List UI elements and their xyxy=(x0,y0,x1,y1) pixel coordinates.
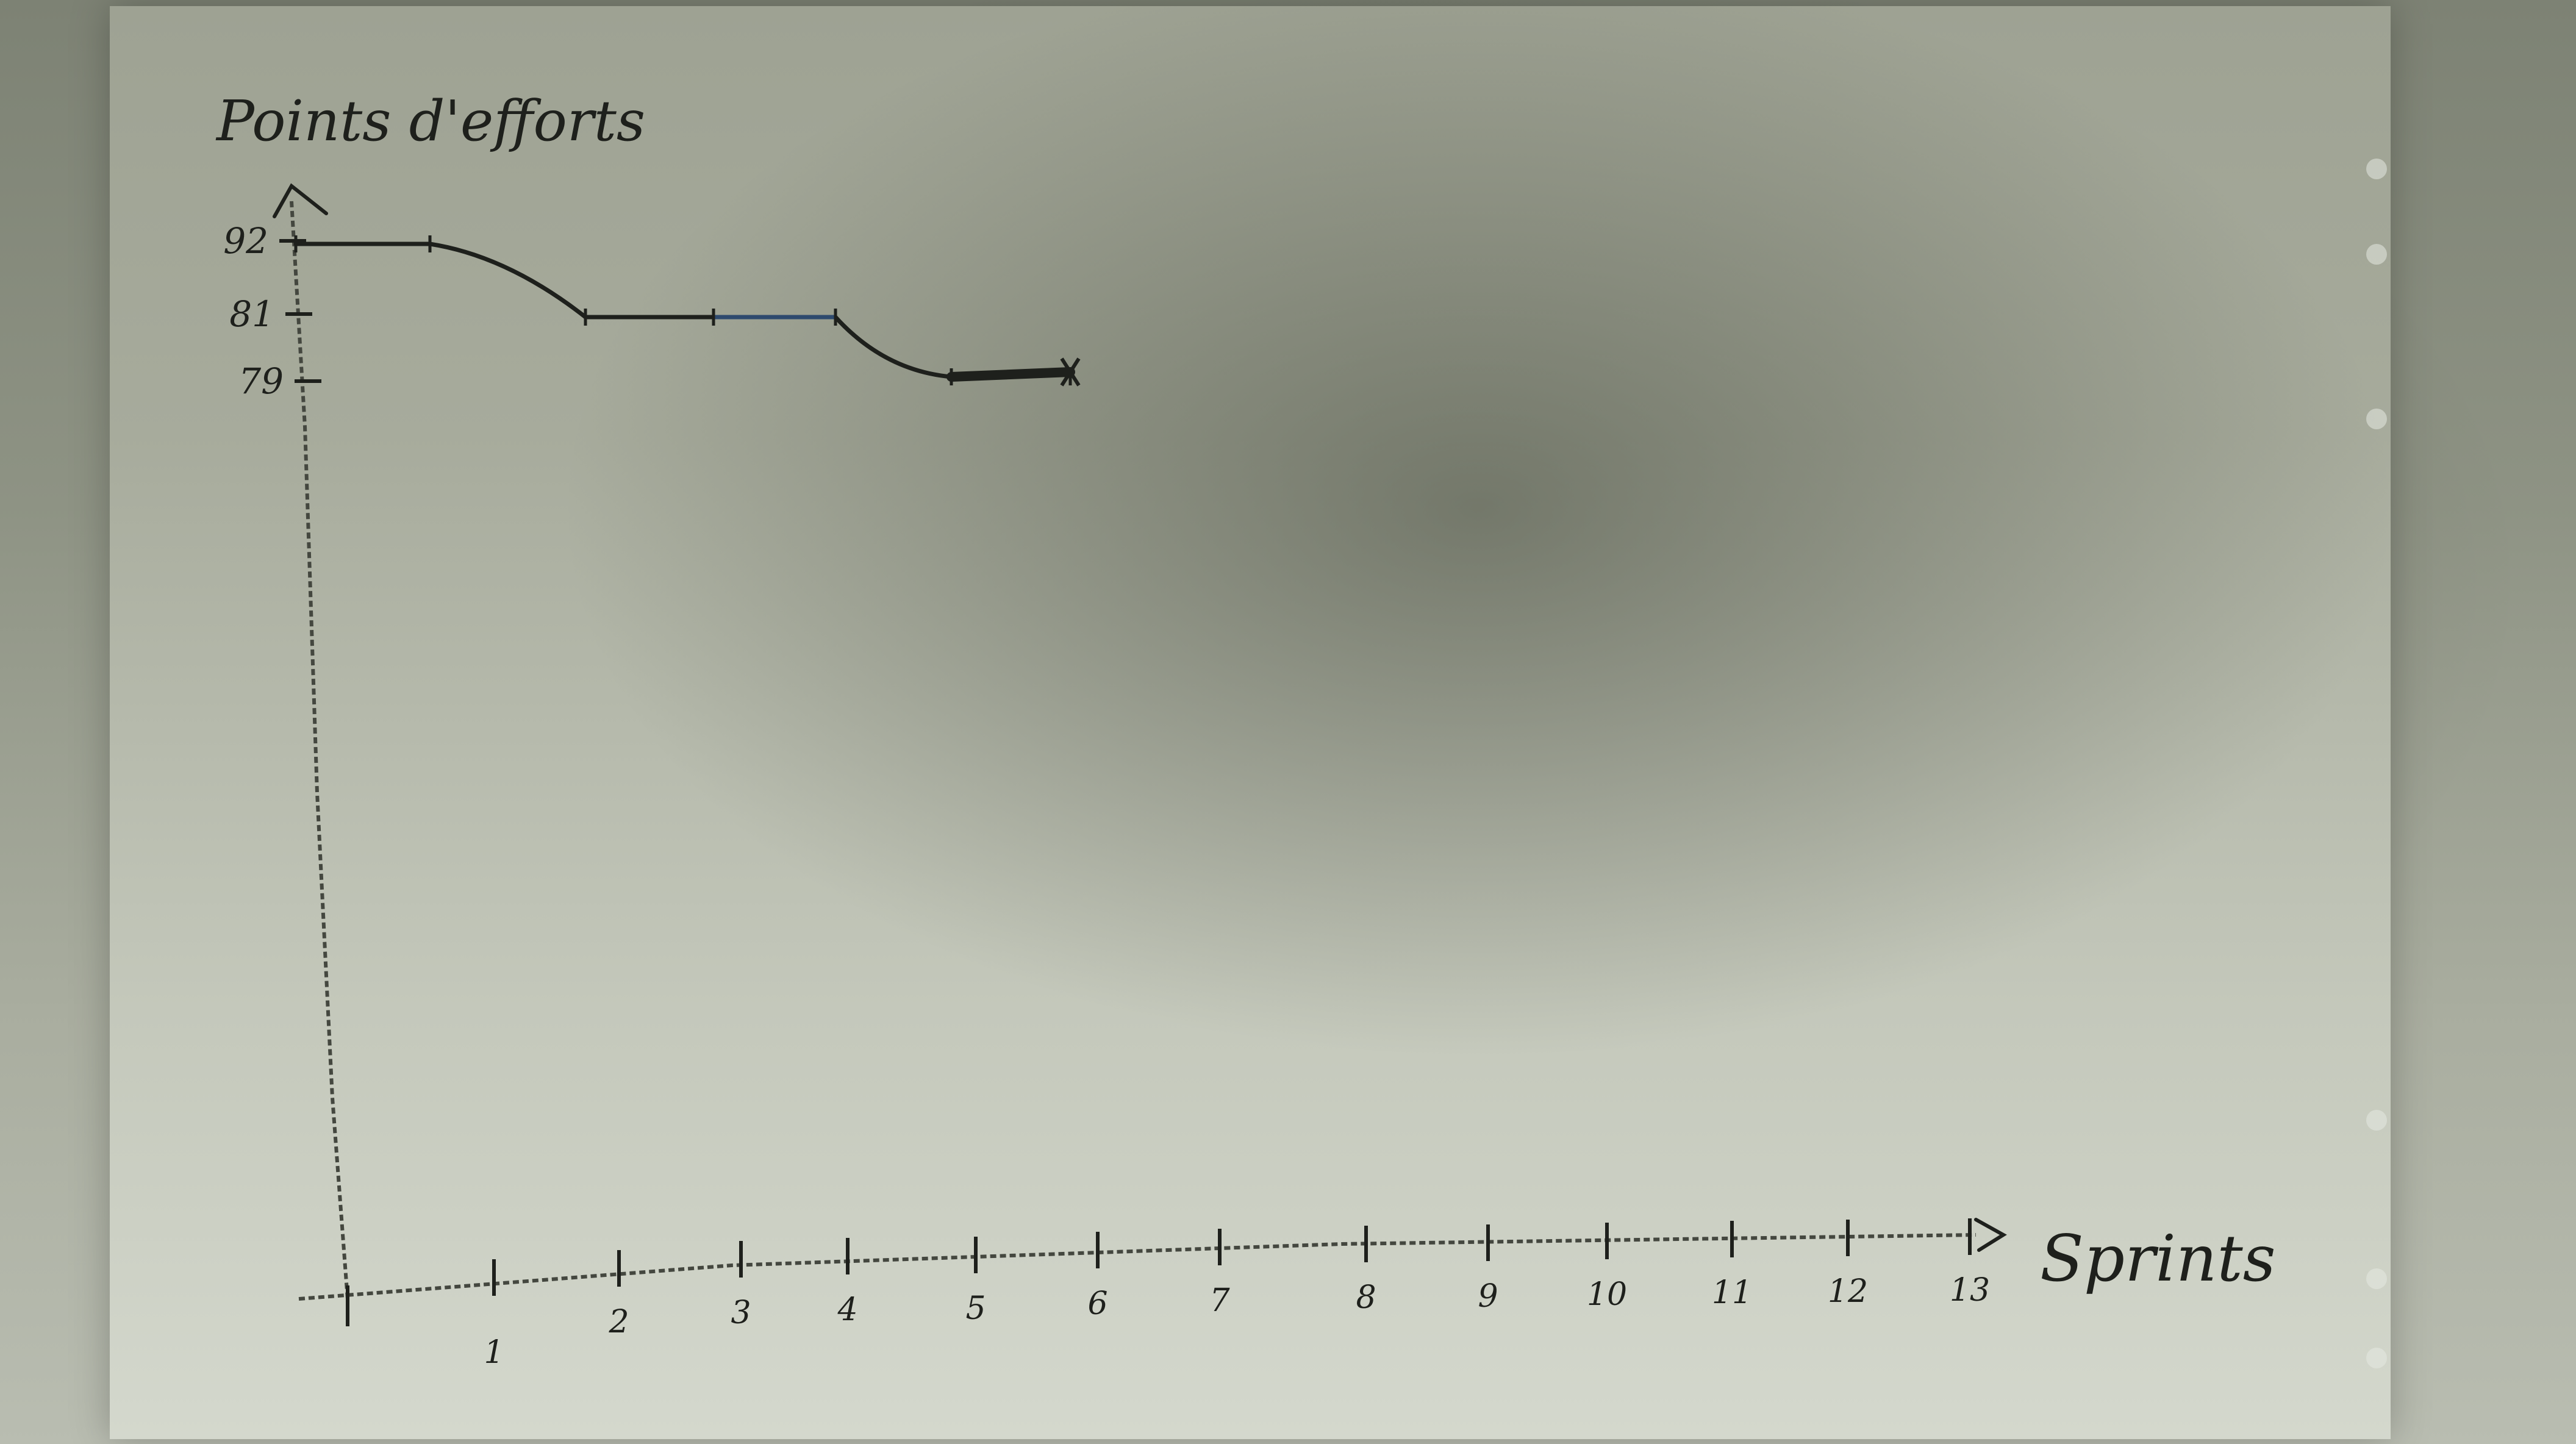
binder-hole xyxy=(2366,1110,2387,1131)
x-tick-label: 1 xyxy=(484,1334,504,1371)
y-axis-label: Points d'efforts xyxy=(215,88,645,154)
x-tick-label: 6 xyxy=(1087,1285,1107,1322)
x-tick-label: 9 xyxy=(1478,1278,1498,1315)
y-tick-label: 92 xyxy=(223,220,268,262)
y-tick-label: 81 xyxy=(229,293,274,335)
x-tick-label: 13 xyxy=(1950,1272,1990,1309)
x-axis-line xyxy=(298,1233,1977,1301)
x-axis-ticks: 12 3 4 5 6 7 8 9 10 11 12 13 xyxy=(346,1218,1990,1371)
y-axis-arrow xyxy=(273,183,328,218)
x-axis-arrow xyxy=(1974,1218,2007,1252)
x-tick-label: 4 xyxy=(837,1292,857,1328)
binder-holes xyxy=(2366,134,2391,1415)
series-line-part1 xyxy=(293,241,716,320)
x-tick-label: 8 xyxy=(1356,1279,1376,1316)
series-end-cross xyxy=(1060,357,1081,387)
series-line-part2 xyxy=(834,315,952,379)
data-series xyxy=(293,235,1081,387)
binder-hole xyxy=(2366,1268,2387,1289)
y-tick-label: 79 xyxy=(238,360,284,402)
chart-axes xyxy=(273,183,2007,1301)
binder-hole xyxy=(2366,159,2387,179)
binder-hole xyxy=(2366,409,2387,429)
series-line-bold xyxy=(946,367,1075,382)
x-tick-label: 3 xyxy=(731,1295,751,1331)
binder-hole xyxy=(2366,244,2387,265)
x-tick-label: 7 xyxy=(1209,1282,1230,1319)
x-axis-label: Sprints xyxy=(2040,1221,2276,1296)
x-tick-label: 12 xyxy=(1828,1273,1868,1310)
x-tick-label: 11 xyxy=(1712,1274,1752,1311)
x-tick-label: 10 xyxy=(1587,1276,1627,1313)
y-axis-ticks: 92 81 79 xyxy=(223,220,321,402)
x-tick-label: 5 xyxy=(965,1290,986,1327)
binder-hole xyxy=(2366,1348,2387,1368)
x-tick-label: 2 xyxy=(608,1304,629,1340)
paper-sheet xyxy=(110,6,2391,1439)
y-axis-line xyxy=(290,201,349,1299)
